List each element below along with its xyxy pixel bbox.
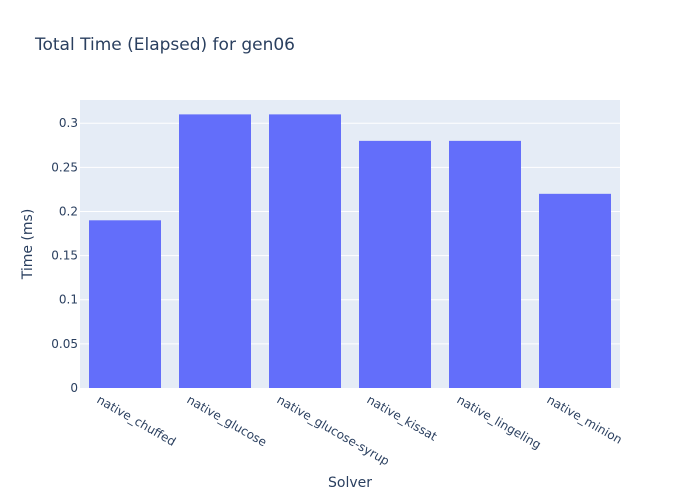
bar-native_lingeling[interactable] <box>449 140 521 388</box>
y-axis-title: Time (ms) <box>20 209 36 281</box>
x-axis-title: Solver <box>328 475 372 491</box>
y-tick-label: 0 <box>70 381 78 395</box>
y-axis-ticks: 0 0.05 0.1 0.15 0.2 0.25 0.3 <box>51 116 78 395</box>
bars <box>89 114 611 389</box>
y-tick-label: 0.1 <box>59 293 78 307</box>
bar-native_minion[interactable] <box>539 193 611 388</box>
bar-native_glucose-syrup[interactable] <box>269 114 341 389</box>
y-tick-label: 0.05 <box>51 337 78 351</box>
bar-native_glucose[interactable] <box>179 114 251 389</box>
gridlines <box>80 122 620 345</box>
bar-native_kissat[interactable] <box>359 140 431 388</box>
chart-title: Total Time (Elapsed) for gen06 <box>34 35 295 55</box>
bar-native_chuffed[interactable] <box>89 220 161 388</box>
y-tick-label: 0.2 <box>59 204 78 218</box>
y-tick-label: 0.15 <box>51 249 78 263</box>
y-tick-label: 0.3 <box>59 116 78 130</box>
y-tick-label: 0.25 <box>51 160 78 174</box>
plot-area <box>80 100 620 388</box>
